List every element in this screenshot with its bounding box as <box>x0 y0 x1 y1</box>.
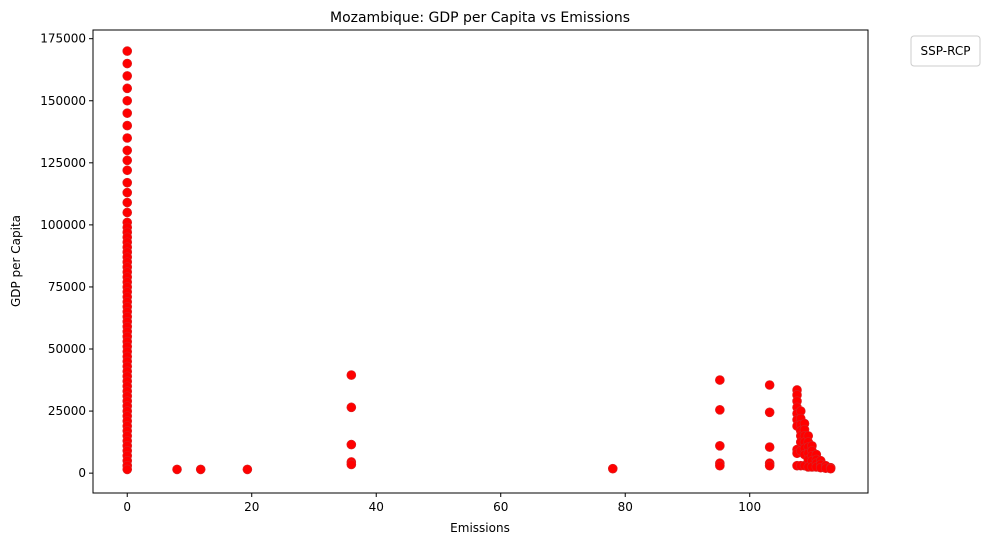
data-point <box>122 71 133 81</box>
legend: SSP-RCP <box>910 35 981 67</box>
data-point <box>122 108 133 118</box>
data-point <box>122 155 133 166</box>
data-point <box>242 464 253 475</box>
y-tick-label: 0 <box>78 466 86 480</box>
x-tick-label: 60 <box>493 500 508 514</box>
data-point <box>195 464 206 475</box>
data-point <box>122 207 133 218</box>
x-axis-ticks: 0 20 40 60 80 100 <box>123 493 761 514</box>
y-tick-label: 150000 <box>40 94 86 108</box>
data-point <box>122 95 133 106</box>
y-tick-label: 75000 <box>48 280 86 294</box>
y-axis-label: GDP per Capita <box>9 215 23 307</box>
y-tick-label: 175000 <box>40 32 86 46</box>
data-point <box>122 46 133 56</box>
data-point <box>764 442 775 452</box>
x-tick-label: 20 <box>244 500 259 514</box>
data-point <box>172 464 182 475</box>
data-point <box>346 459 357 470</box>
legend-title: SSP-RCP <box>921 44 971 58</box>
data-point <box>607 463 618 474</box>
data-point <box>715 375 725 385</box>
y-axis-ticks: 0 25000 50000 75000 100000 125000 150000 175000 <box>40 32 93 480</box>
legend-box <box>910 35 981 67</box>
data-point <box>122 197 133 208</box>
data-point <box>122 145 133 156</box>
data-point <box>122 165 133 176</box>
data-point <box>346 370 357 380</box>
x-tick-label: 100 <box>738 500 761 514</box>
data-point <box>122 133 133 143</box>
chart-title: Mozambique: GDP per Capita vs Emissions <box>330 10 630 26</box>
data-point <box>346 402 357 413</box>
data-point <box>122 83 133 94</box>
data-point <box>122 58 133 69</box>
y-tick-label: 50000 <box>48 342 86 356</box>
y-tick-label: 25000 <box>48 404 86 418</box>
plot-area <box>92 29 869 494</box>
data-points <box>122 46 836 475</box>
data-point <box>715 405 725 415</box>
y-tick-label: 100000 <box>40 218 86 232</box>
x-tick-label: 40 <box>369 500 384 514</box>
data-point <box>122 120 133 131</box>
data-point <box>122 177 133 188</box>
data-point <box>825 463 836 474</box>
y-tick-label: 125000 <box>40 156 86 170</box>
x-axis-label: Emissions <box>450 521 510 535</box>
data-point <box>715 460 725 471</box>
x-tick-label: 80 <box>618 500 633 514</box>
data-point <box>764 460 775 471</box>
data-point <box>122 187 133 198</box>
data-point <box>715 441 725 451</box>
data-point <box>764 380 775 390</box>
data-point <box>764 407 775 418</box>
x-tick-label: 0 <box>123 500 131 514</box>
data-point <box>346 439 357 450</box>
data-point <box>122 464 133 475</box>
